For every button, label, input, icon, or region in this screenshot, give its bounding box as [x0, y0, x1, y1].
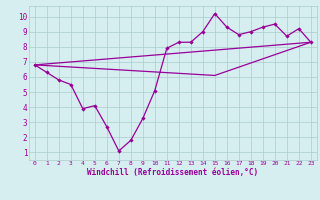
X-axis label: Windchill (Refroidissement éolien,°C): Windchill (Refroidissement éolien,°C) — [87, 168, 258, 177]
